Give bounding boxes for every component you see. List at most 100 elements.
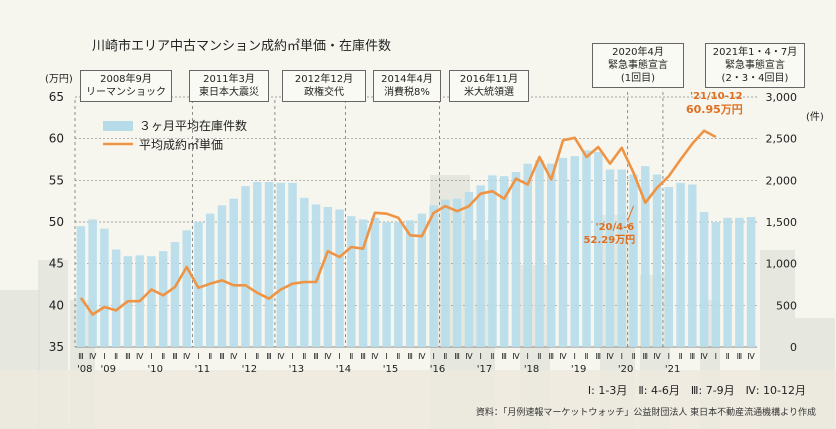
quarter-label: Ⅰ <box>197 352 199 361</box>
bar-inventory <box>582 150 591 347</box>
quarter-label: Ⅲ <box>737 352 743 361</box>
quarter-label: Ⅱ <box>443 352 447 361</box>
bar-inventory <box>664 187 674 347</box>
quarter-label: Ⅳ <box>277 352 285 361</box>
right-tick-label: 1,000 <box>766 258 798 271</box>
year-label: '16 <box>430 364 445 375</box>
quarter-label: Ⅱ <box>679 352 683 361</box>
left-tick-label: 50 <box>49 215 64 229</box>
background-ground <box>0 370 836 429</box>
bar-inventory <box>147 256 156 347</box>
quarter-label: Ⅰ <box>385 352 387 361</box>
bar-inventory <box>629 174 638 347</box>
quarter-label: Ⅰ <box>715 352 717 361</box>
quarter-label: Ⅲ <box>407 352 413 361</box>
quarter-label: Ⅰ <box>574 352 576 361</box>
bar-inventory <box>429 205 438 347</box>
bar-inventory <box>711 222 721 347</box>
quarter-label: Ⅳ <box>230 352 238 361</box>
callout-value: 52.29万円 <box>584 234 636 246</box>
quarter-label: Ⅰ <box>103 352 105 361</box>
bar-inventory <box>452 198 462 347</box>
event-name: (1回目) <box>620 73 656 84</box>
bar-inventory <box>158 251 168 347</box>
year-label: '14 <box>336 364 351 375</box>
quarter-key: Ⅰ: 1-3月 Ⅱ: 4-6月 Ⅲ: 7-9月 Ⅳ: 10-12月 <box>587 384 806 397</box>
year-label: '12 <box>242 364 257 375</box>
event-date: 2016年11月 <box>459 74 519 85</box>
bar-inventory <box>394 222 403 347</box>
right-tick-label: 2,000 <box>766 174 798 187</box>
bar-inventory <box>229 198 238 347</box>
event-annotation: 2021年1・4・7月 緊急事態宣言 (2・3・4回目) <box>705 43 805 88</box>
quarter-label: Ⅲ <box>454 352 460 361</box>
bar-inventory <box>735 217 744 347</box>
bar-inventory <box>347 216 356 347</box>
year-label: '20 <box>618 364 633 375</box>
bar-inventory <box>511 172 521 347</box>
bar-inventory <box>488 175 497 347</box>
quarter-label: Ⅱ <box>302 352 306 361</box>
year-label: '11 <box>195 364 210 375</box>
event-date: 2012年12月 <box>294 74 354 85</box>
quarter-label: Ⅲ <box>313 352 319 361</box>
quarter-label: Ⅱ <box>537 352 541 361</box>
source-note: 資料：「月例速報マーケットウォッチ」公益財団法人 東日本不動産流通機構より作成 <box>475 408 816 418</box>
quarter-label: Ⅲ <box>548 352 554 361</box>
bar-inventory <box>111 249 121 347</box>
quarter-label: Ⅰ <box>668 352 670 361</box>
callout-leader <box>627 205 634 222</box>
quarter-label: Ⅲ <box>78 352 84 361</box>
event-name: (2・3・4回目) <box>721 73 789 84</box>
event-date: 2008年9月 <box>100 74 152 85</box>
bar-inventory <box>499 176 509 347</box>
bar-inventory <box>76 226 86 347</box>
quarter-label: Ⅲ <box>690 352 696 361</box>
bar-inventory <box>100 228 109 347</box>
left-tick-label: 55 <box>49 173 64 187</box>
quarter-label: Ⅲ <box>125 352 131 361</box>
quarter-label: Ⅱ <box>349 352 353 361</box>
event-name: 政権交代 <box>304 87 344 98</box>
bar-inventory <box>288 182 297 347</box>
quarter-label: Ⅲ <box>360 352 366 361</box>
quarter-label: Ⅱ <box>208 352 212 361</box>
event-name: 緊急事態宣言 <box>725 60 785 71</box>
right-tick-label: 2,500 <box>766 133 798 146</box>
year-label: '18 <box>524 364 539 375</box>
bar-inventory <box>370 217 380 347</box>
quarter-label: Ⅱ <box>396 352 400 361</box>
bar-inventory <box>699 212 709 347</box>
bar-inventory <box>441 199 450 347</box>
bar-inventory <box>194 222 203 347</box>
quarter-label: Ⅱ <box>255 352 259 361</box>
right-tick-label: 3,000 <box>766 91 798 104</box>
event-annotation: 2012年12月 政権交代 <box>282 70 366 102</box>
bar-inventory <box>170 242 180 347</box>
event-date: 2011年3月 <box>203 74 255 85</box>
bar-inventory <box>723 217 732 347</box>
event-name: 米大統領選 <box>464 87 514 98</box>
year-label: '17 <box>477 364 492 375</box>
bar-inventory <box>253 182 262 347</box>
quarter-label: Ⅳ <box>747 352 755 361</box>
bar-inventory <box>311 204 321 347</box>
event-name: 東日本大震災 <box>199 87 259 98</box>
bar-inventory <box>464 192 474 347</box>
bar-inventory <box>405 220 415 347</box>
bar-inventory <box>217 205 227 347</box>
quarter-label: Ⅳ <box>418 352 426 361</box>
bar-inventory <box>417 213 427 347</box>
left-axis-unit: (万円) <box>45 74 73 85</box>
left-tick-label: 40 <box>49 298 64 312</box>
quarter-label: Ⅳ <box>183 352 191 361</box>
event-date: 2020年4月 <box>612 47 664 58</box>
quarter-label: Ⅰ <box>527 352 529 361</box>
bar-inventory <box>652 174 662 347</box>
quarter-label: Ⅱ <box>490 352 494 361</box>
quarter-label: Ⅲ <box>596 352 602 361</box>
bar-inventory <box>688 184 697 347</box>
event-name: 消費税8% <box>384 87 430 98</box>
quarter-label: Ⅰ <box>432 352 434 361</box>
